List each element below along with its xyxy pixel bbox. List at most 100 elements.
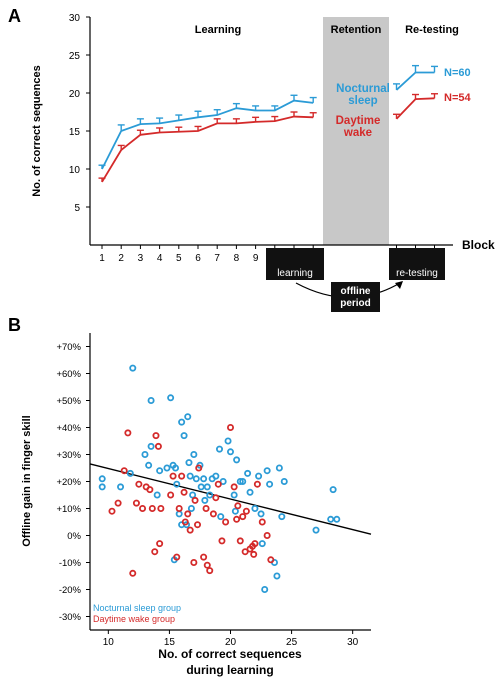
nocturnal-point [173,480,181,488]
series-line-daytime [395,97,435,120]
daytime-point [154,442,162,450]
legend-nocturnal: Nocturnal sleep group [93,603,181,613]
daytime-point [236,537,244,545]
daytime-point [132,499,140,507]
daytime-point [157,504,165,512]
daytime-wake-label-line1: Daytime [336,115,381,127]
daytime-point [263,532,271,540]
panel-a-x-tick-label: 3 [138,253,144,264]
legend-daytime: Daytime wake group [93,614,175,624]
panel-a-series [98,64,438,183]
panel-b-points [98,364,341,594]
offline-period-box [331,282,380,312]
nocturnal-point [280,477,288,485]
series-line-nocturnal [101,99,314,170]
daytime-point [242,507,250,515]
daytime-point [148,504,156,512]
nocturnal-point [236,477,244,485]
nocturnal-point [251,504,259,512]
panel-a-y-tick-label: 15 [69,127,81,138]
nocturnal-point [147,396,155,404]
daytime-point [108,507,116,515]
panel-a-y-axis-title: No. of correct sequences [31,65,43,196]
nocturnal-point [200,475,208,483]
daytime-point [258,518,266,526]
nocturnal-point [258,540,266,548]
daytime-point [178,472,186,480]
panel-b-y-axis-title: Offline gain in finger skill [21,415,33,546]
nocturnal-point [255,472,263,480]
nocturnal-point [333,515,341,523]
daytime-point [200,553,208,561]
panel-b-letter: B [8,315,21,335]
nocturnal-point [141,450,149,458]
retention-region [323,17,389,245]
phase-retention-label: Retention [331,24,382,36]
learning-blocks-box [266,248,324,280]
nocturnal-point [185,459,193,467]
panel-b-x-tick-label: 15 [164,637,176,648]
daytime-point [167,491,175,499]
daytime-point [202,504,210,512]
daytime-point [248,542,256,550]
nocturnal-point [98,475,106,483]
nocturnal-point [153,491,161,499]
nocturnal-point [219,477,227,485]
nocturnal-point [156,467,164,475]
daytime-point [169,472,177,480]
daytime-point [195,464,203,472]
nocturnal-point [327,515,335,523]
panel-a-y-tick-label: 25 [69,51,81,62]
nocturnal-point [189,491,197,499]
nocturnal-point [257,510,265,518]
nocturnal-sleep-label-line2: sleep [348,95,377,107]
daytime-point [206,567,214,575]
nocturnal-point [212,472,220,480]
phase-retesting-label: Re-testing [405,24,459,36]
daytime-point [214,480,222,488]
daytime-point [203,561,211,569]
daytime-wake-label-line2: wake [343,127,372,139]
panel-b-x-axis-title-line2: during learning [186,663,273,677]
daytime-point [146,486,154,494]
daytime-point [139,504,147,512]
nocturnal-point [172,464,180,472]
nocturnal-point [147,442,155,450]
panel-a-y-tick-label: 10 [69,165,81,176]
panel-b-y-tick-label: +10% [56,504,81,515]
panel-b-y-tick-label: 0% [67,531,81,542]
daytime-point [180,488,188,496]
offline-period-label-line1: offline [341,286,371,297]
panel-a-x-tick-label: 8 [234,253,240,264]
panel-a-y-ticks: 5 10 15 20 25 30 [69,13,90,214]
panel-b-x-tick-label: 25 [286,637,298,648]
nocturnal-point [246,488,254,496]
panel-b-x-tick-label: 30 [347,637,359,648]
daytime-point [114,499,122,507]
n-daytime-label: N=54 [444,92,471,104]
nocturnal-point [145,461,153,469]
nocturnal-point [126,469,134,477]
daytime-point [212,494,220,502]
nocturnal-point [186,472,194,480]
panel-b-x-ticks: 10 15 20 25 30 [103,630,359,648]
daytime-point [230,483,238,491]
panel-a: A Learning Retention Re-testing No. of c… [8,6,495,312]
nocturnal-point [278,513,286,521]
panel-b-y-tick-label: +70% [56,342,81,353]
offline-period-label-line2: period [340,298,371,309]
panel-b-y-tick-label: +20% [56,477,81,488]
daytime-point [233,515,241,523]
panel-b-y-tick-label: +50% [56,396,81,407]
panel-b-y-tick-label: +40% [56,423,81,434]
panel-a-x-tick-label: 4 [157,253,163,264]
daytime-point [222,518,230,526]
panel-a-x-tick-label: 7 [214,253,220,264]
panel-a-y-tick-label: 5 [74,203,80,214]
panel-b-x-axis-title-line1: No. of correct sequences [158,647,302,661]
nocturnal-point [187,504,195,512]
daytime-point [120,467,128,475]
nocturnal-point [244,469,252,477]
daytime-point [190,559,198,567]
phase-learning-label: Learning [195,24,241,36]
